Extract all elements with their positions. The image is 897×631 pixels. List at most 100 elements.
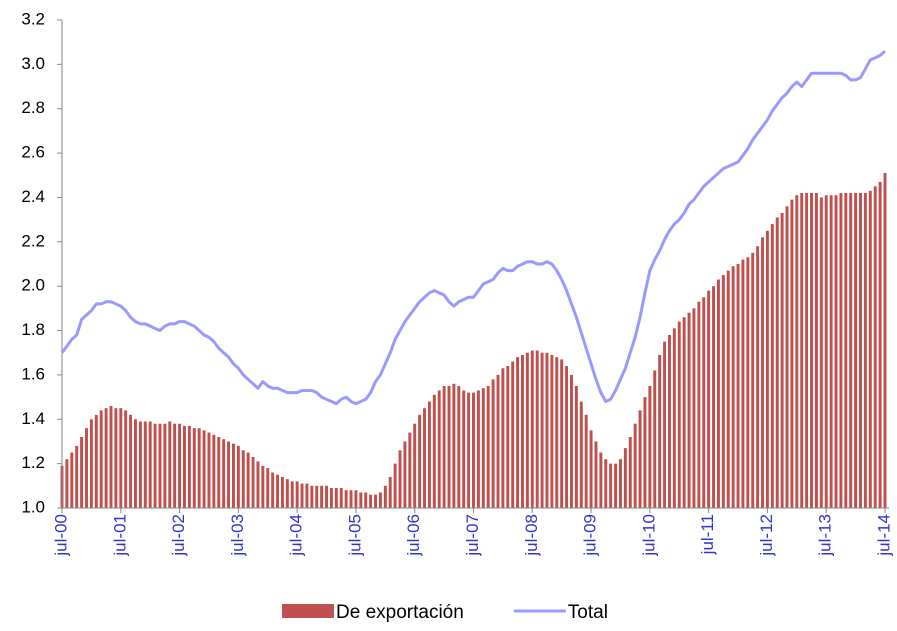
- bar: [839, 193, 843, 508]
- bar: [369, 494, 373, 508]
- bar: [173, 423, 177, 508]
- bar: [276, 474, 280, 508]
- bar: [687, 312, 691, 508]
- bar: [334, 488, 338, 508]
- y-tick-label: 3.0: [21, 54, 45, 73]
- bar: [315, 485, 319, 508]
- bar: [138, 421, 142, 508]
- bar: [663, 341, 667, 508]
- y-tick-label: 1.2: [21, 453, 45, 472]
- bar: [790, 199, 794, 508]
- bar: [168, 421, 172, 508]
- bar: [834, 195, 838, 508]
- bar: [427, 401, 431, 508]
- x-tick-label: jul-05: [345, 514, 364, 557]
- bar: [775, 217, 779, 508]
- bar: [780, 212, 784, 508]
- y-tick-label: 2.2: [21, 231, 45, 250]
- bar: [746, 257, 750, 508]
- bar: [94, 414, 98, 508]
- bar: [143, 421, 147, 508]
- bar: [158, 423, 162, 508]
- bar: [134, 419, 137, 508]
- bar: [521, 354, 524, 508]
- bar: [99, 410, 103, 508]
- bar: [560, 359, 564, 508]
- bar: [653, 370, 657, 508]
- bar: [805, 193, 809, 508]
- bar: [114, 408, 118, 508]
- bar: [325, 485, 329, 508]
- bar: [85, 428, 88, 508]
- bar: [677, 321, 681, 508]
- bar: [628, 437, 632, 508]
- x-tick-label: jul-00: [51, 514, 70, 557]
- y-tick-label: 1.6: [21, 364, 45, 383]
- bar: [819, 197, 823, 509]
- bar: [765, 230, 769, 508]
- bar: [378, 492, 382, 508]
- bar: [349, 490, 353, 508]
- bar: [197, 428, 201, 508]
- bar: [854, 193, 858, 508]
- bar: [280, 476, 284, 508]
- bar: [570, 374, 573, 508]
- bar: [256, 461, 260, 508]
- bar: [756, 246, 760, 508]
- bar: [354, 490, 358, 508]
- bar: [707, 290, 711, 508]
- bar: [511, 361, 515, 508]
- bar: [452, 383, 456, 508]
- bar: [618, 459, 622, 508]
- bar: [295, 481, 299, 508]
- bar: [80, 437, 84, 508]
- bar: [692, 308, 696, 508]
- bar: [212, 434, 216, 508]
- bar: [398, 450, 402, 508]
- bar: [506, 366, 510, 508]
- bar: [814, 193, 818, 508]
- bar: [359, 492, 363, 508]
- y-tick-label: 2.4: [21, 187, 45, 206]
- bar: [516, 357, 520, 508]
- bar: [770, 224, 774, 508]
- bar: [153, 423, 157, 508]
- bar: [633, 423, 637, 508]
- bar: [829, 195, 833, 508]
- bar: [70, 452, 74, 508]
- bar: [418, 414, 422, 508]
- bar: [462, 390, 466, 508]
- bar: [163, 423, 167, 508]
- bar: [550, 354, 554, 508]
- bar: [388, 476, 392, 508]
- legend-label: De exportación: [336, 602, 464, 623]
- bar: [413, 423, 417, 508]
- x-tick-label: jul-07: [463, 514, 482, 557]
- bar: [393, 463, 397, 508]
- x-tick-label: jul-13: [816, 514, 835, 557]
- bar: [383, 485, 387, 508]
- bar: [555, 357, 559, 508]
- bar: [241, 450, 245, 508]
- bar: [285, 479, 289, 508]
- bar: [643, 397, 647, 508]
- bar: [609, 463, 613, 508]
- bar: [726, 270, 730, 508]
- bar: [300, 483, 304, 508]
- bar: [859, 193, 862, 508]
- bar: [702, 297, 706, 508]
- bar: [178, 423, 182, 508]
- bar: [672, 328, 676, 508]
- bar: [810, 193, 813, 508]
- bar: [501, 368, 505, 508]
- bar: [800, 193, 804, 508]
- bar: [246, 452, 250, 508]
- bar: [65, 459, 69, 508]
- bar: [290, 481, 294, 508]
- bar: [192, 428, 196, 508]
- bar: [261, 465, 265, 508]
- bar: [217, 437, 221, 508]
- bar: [227, 441, 231, 508]
- bar: [736, 264, 740, 508]
